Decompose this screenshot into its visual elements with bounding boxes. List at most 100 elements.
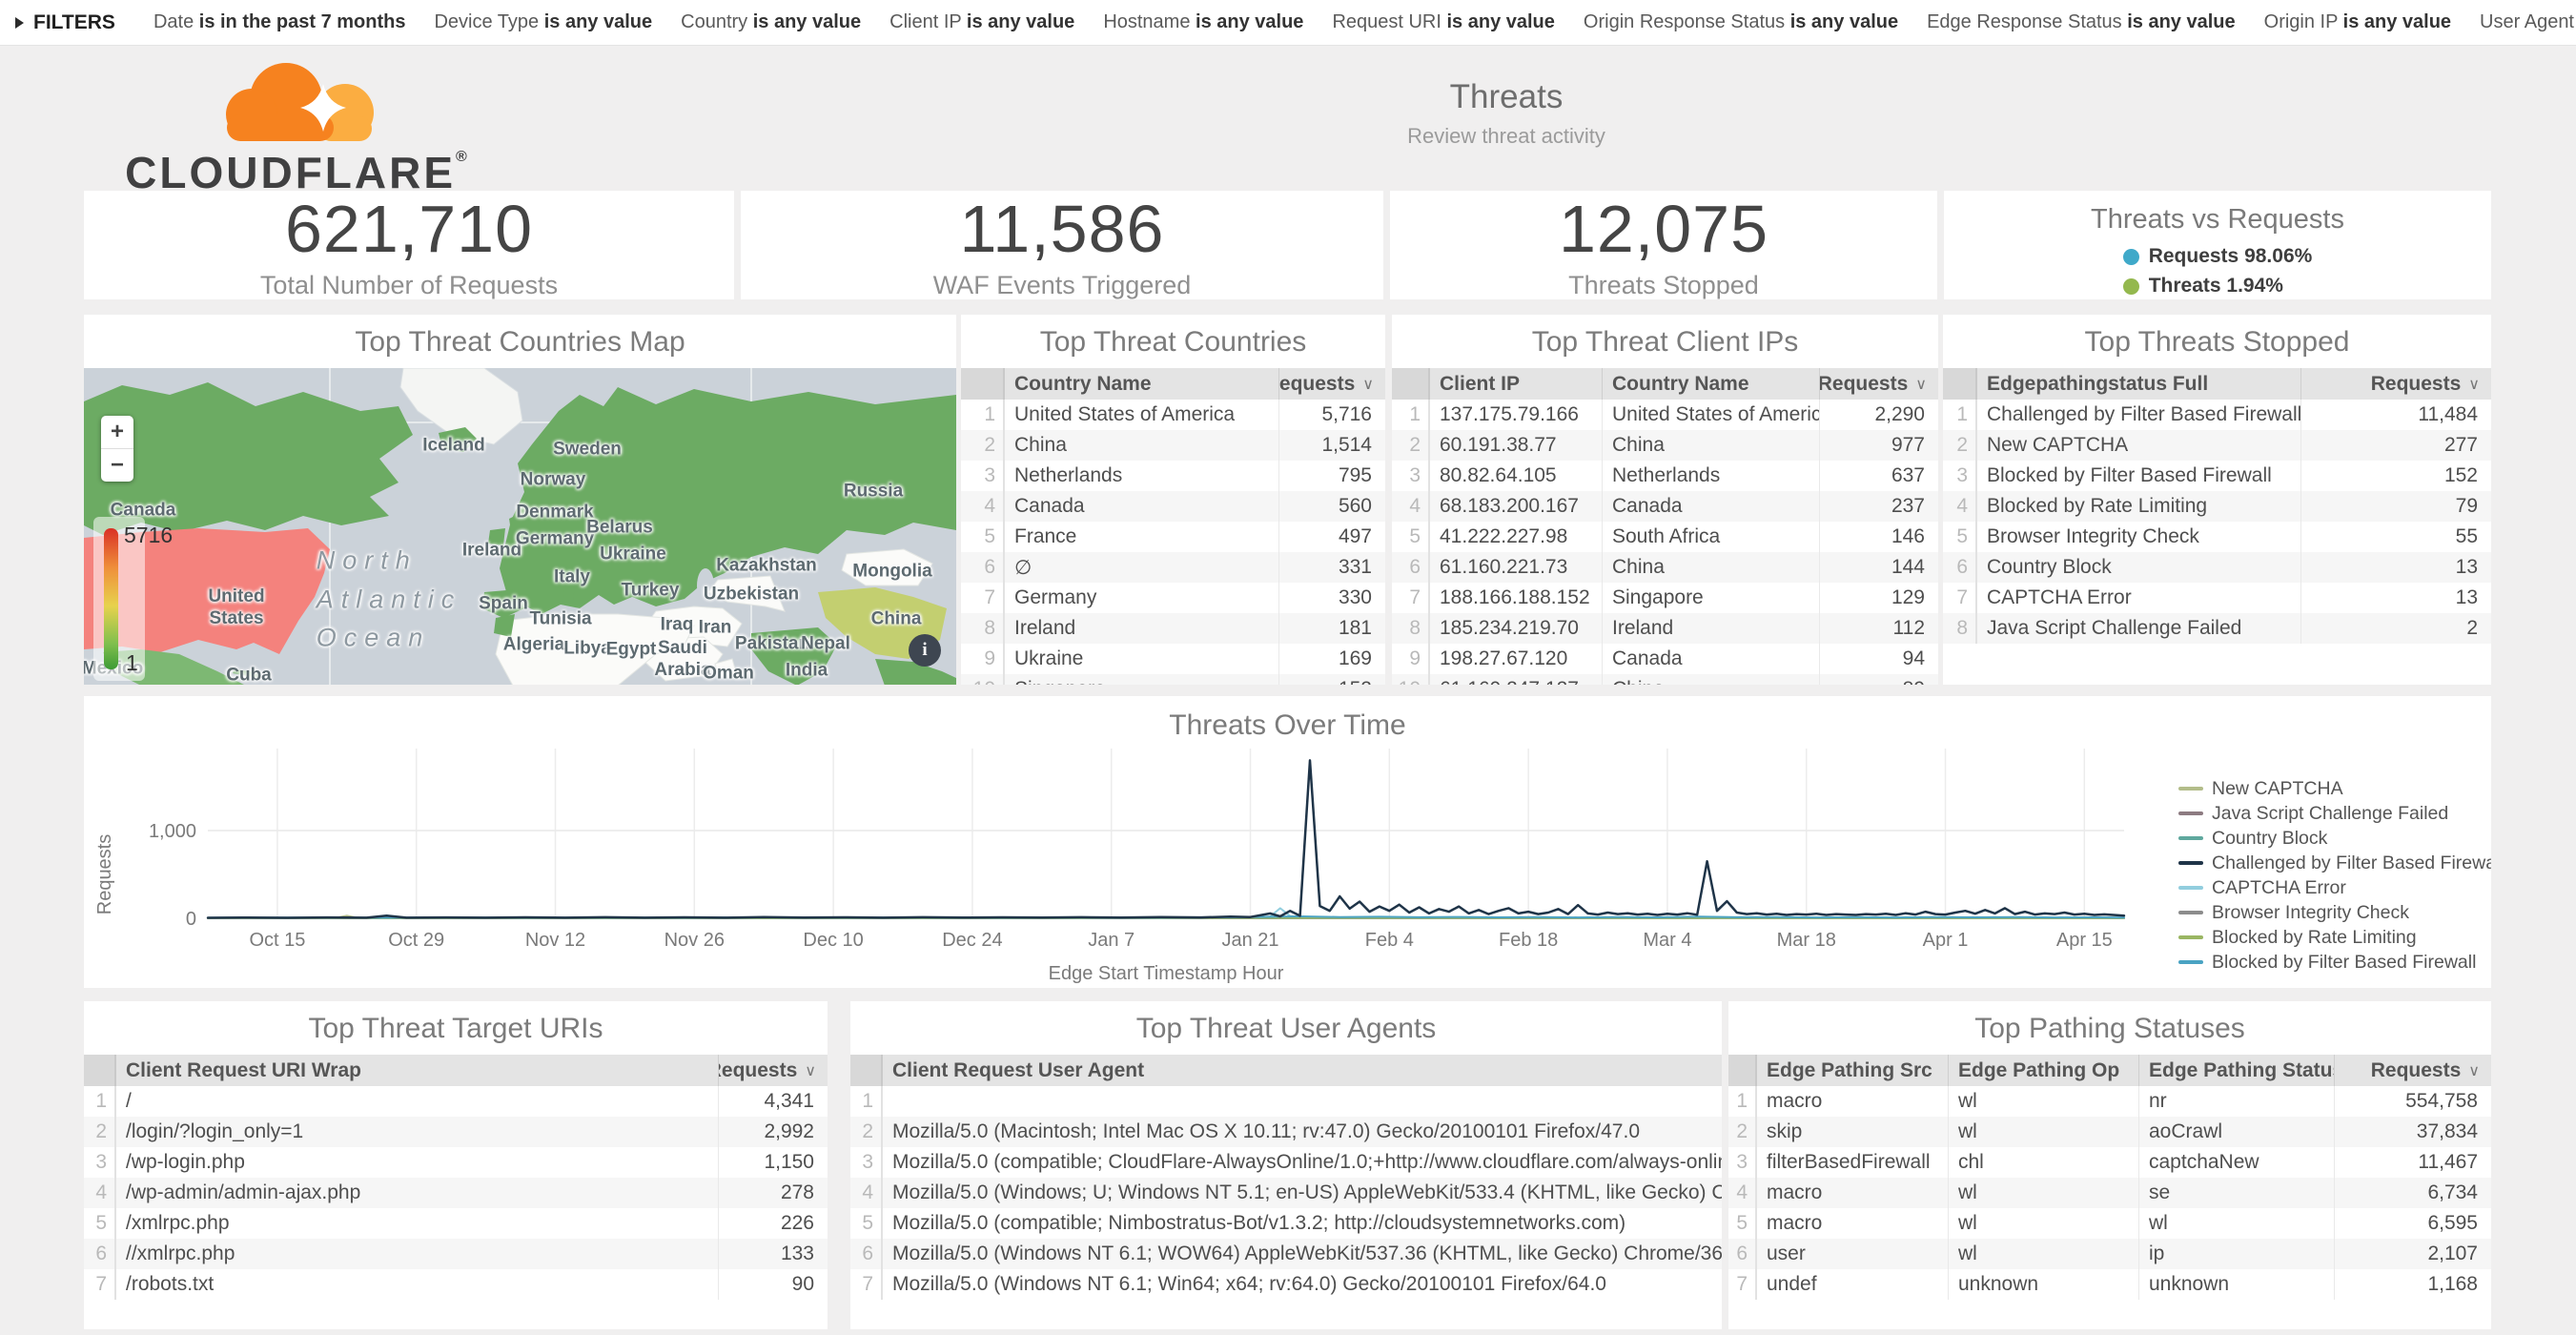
filter-chip[interactable]: Origin Response Status is any value [1583, 11, 1899, 32]
table-cell: 1,168 [2334, 1269, 2491, 1300]
sortable-column-header[interactable]: Requests∨ [1819, 368, 1938, 400]
chart-legend: New CAPTCHA Java Script Challenge Failed C… [2178, 776, 2491, 975]
filter-chip[interactable]: Hostname is any value [1103, 11, 1304, 32]
sortable-column-header[interactable]: Requests∨ [718, 1055, 828, 1086]
row-index: 4 [1943, 491, 1977, 522]
table-row: 4 Mozilla/5.0 (Windows; U; Windows NT 5.1… [850, 1178, 1722, 1208]
table-cell: unknown [1948, 1269, 2138, 1300]
stat-label: Total Number of Requests [259, 270, 559, 299]
table-header-row: Edgepathingstatus Full Requests ∨ [1943, 368, 2491, 400]
table-cell: Netherlands [1602, 461, 1819, 491]
table-cell: Mozilla/5.0 (Windows; U; Windows NT 5.1;… [892, 1181, 1722, 1203]
table-cell: 13 [2300, 583, 2491, 613]
table-cell: 11,467 [2334, 1147, 2491, 1178]
country-label: Libya [563, 638, 611, 659]
chart-legend-item[interactable]: Country Block [2178, 826, 2491, 851]
table-row: 5 France 497 [961, 522, 1385, 552]
chart-legend-item[interactable]: Challenged by Filter Based Firewall [2178, 851, 2491, 875]
row-index: 2 [1943, 430, 1977, 461]
table-cell: wl [1948, 1086, 2138, 1117]
table-cell: macro [1767, 1090, 1823, 1112]
top-pathing-statuses-panel: Top Pathing Statuses Edge Pathing Src Edg… [1728, 1001, 2491, 1329]
filter-chip[interactable]: Date is in the past 7 months [153, 11, 406, 32]
row-index: 6 [961, 552, 1005, 583]
country-label: Iran [698, 617, 732, 638]
table-cell: 637 [1819, 461, 1938, 491]
series-line-challenged-by-filter-based-firewall [206, 759, 2126, 919]
table-row: 9 198.27.67.120 Canada 94 [1392, 644, 1938, 674]
panel-title: Top Threats Stopped [2084, 326, 2350, 358]
panel-title: Top Threat Client IPs [1531, 326, 1799, 358]
country-label: Tunisia [529, 608, 592, 629]
filter-chip[interactable]: Request URI is any value [1332, 11, 1555, 32]
table-cell: 2,290 [1819, 400, 1938, 430]
table-cell: China [1602, 552, 1819, 583]
legend-item: Requests 98.06% [2122, 245, 2312, 268]
table-cell: 497 [1278, 522, 1385, 552]
table-cell: 5,716 [1278, 400, 1385, 430]
table-row: 4 68.183.200.167 Canada 237 [1392, 491, 1938, 522]
filters-toggle[interactable]: FILTERS [15, 11, 115, 34]
sortable-column-header[interactable]: Requests∨ [1278, 368, 1385, 400]
table-cell: captchaNew [2138, 1147, 2334, 1178]
chart-legend-item[interactable]: Java Script Challenge Failed [2178, 801, 2491, 826]
row-index: 1 [1943, 400, 1977, 430]
table-cell: Germany [1014, 586, 1097, 608]
row-index: 7 [1943, 583, 1977, 613]
row-index: 3 [1728, 1147, 1757, 1178]
legend-swatch-icon [2178, 960, 2203, 964]
filter-chip[interactable]: Edge Response Status is any value [1927, 11, 2236, 32]
chart-legend-item[interactable]: Browser Integrity Check [2178, 900, 2491, 925]
table-header-row: Client IP Country Name Requests ∨ [1392, 368, 1938, 400]
chart-legend-item[interactable]: CAPTCHA Error [2178, 875, 2491, 900]
table-cell: 90 [718, 1269, 828, 1300]
chart-legend-item[interactable]: Blocked by Filter Based Firewall [2178, 950, 2491, 975]
table-row: 6 61.160.221.73 China 144 [1392, 552, 1938, 583]
table-cell: 37,834 [2334, 1117, 2491, 1147]
row-index: 5 [1392, 522, 1430, 552]
sort-desc-icon: ∨ [2468, 376, 2480, 393]
filter-chip[interactable]: Country is any value [681, 11, 862, 32]
table-cell: undef [1767, 1273, 1817, 1295]
table-row: 6 //xmlrpc.php 133 [84, 1239, 828, 1269]
zoom-in-button[interactable]: + [101, 416, 133, 449]
svg-text:Nov 26: Nov 26 [664, 930, 725, 951]
sortable-column-header[interactable]: Requests∨ [2334, 1055, 2491, 1086]
stat-label: WAF Events Triggered [932, 270, 1192, 299]
table-row: 3 Blocked by Filter Based Firewall 152 [1943, 461, 2491, 491]
row-index: 1 [84, 1086, 116, 1117]
row-index: 5 [850, 1208, 883, 1239]
table-row: 4 Blocked by Rate Limiting 79 [1943, 491, 2491, 522]
table-row: 10Singapore152 [961, 674, 1385, 685]
row-index: 7 [850, 1269, 883, 1300]
svg-text:0: 0 [186, 909, 196, 930]
table-header-row: Country Name Requests∨ [961, 368, 1385, 400]
country-label: Saudi Arabia [654, 638, 711, 680]
filter-chip[interactable]: Client IP is any value [889, 11, 1075, 32]
panel-title: Top Threat Target URIs [308, 1013, 603, 1044]
country-label: India [785, 660, 828, 681]
filter-chip[interactable]: User Agent is any value [2480, 11, 2576, 32]
table-cell: 169 [1278, 644, 1385, 674]
sortable-column-header[interactable]: Requests∨ [2300, 368, 2491, 400]
table-cell: China [1602, 674, 1819, 685]
row-index: 3 [84, 1147, 116, 1178]
row-index: 3 [1943, 461, 1977, 491]
filter-chip[interactable]: Origin IP is any value [2263, 11, 2452, 32]
row-index: 5 [1728, 1208, 1757, 1239]
filter-chip[interactable]: Device Type is any value [434, 11, 653, 32]
zoom-out-button[interactable]: − [110, 452, 124, 478]
row-index: 3 [850, 1147, 883, 1178]
table-cell: 61.160.247.127 [1430, 674, 1602, 685]
chart-legend-item[interactable]: Blocked by Rate Limiting [2178, 925, 2491, 950]
chart-legend-item[interactable]: New CAPTCHA [2178, 776, 2491, 801]
country-label: Sweden [553, 439, 622, 460]
info-icon[interactable]: i [909, 634, 941, 667]
column-header: Edge Pathing Src [1767, 1058, 1932, 1081]
row-index: 1 [961, 400, 1005, 430]
table-row: 3 Netherlands 795 [961, 461, 1385, 491]
filter-chip-list: Date is in the past 7 months Device Type … [153, 11, 2576, 33]
stat-waf-events: 11,586 WAF Events Triggered [741, 191, 1383, 299]
